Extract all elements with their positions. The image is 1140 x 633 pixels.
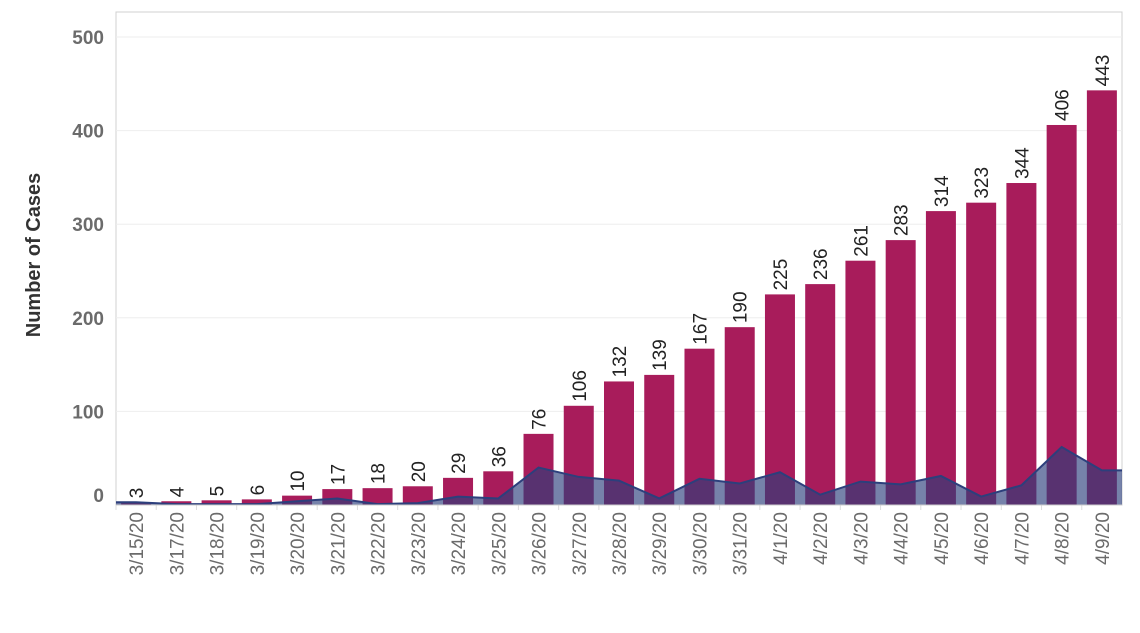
x-tick-label: 4/1/20 xyxy=(771,512,792,565)
x-tick-label: 3/30/20 xyxy=(690,512,711,575)
bar-value-label: 132 xyxy=(610,346,631,378)
x-tick-label: 3/24/20 xyxy=(449,512,470,575)
bar-value-label: 29 xyxy=(449,453,470,474)
bar xyxy=(201,500,232,505)
x-tick-label: 3/28/20 xyxy=(610,512,631,575)
x-tick-label: 3/20/20 xyxy=(288,512,309,575)
bar-value-label: 18 xyxy=(369,463,390,484)
bar xyxy=(805,284,836,505)
y-axis-label: Number of Cases xyxy=(23,173,45,338)
x-tick-label: 4/6/20 xyxy=(972,512,993,565)
x-tick-label: 4/7/20 xyxy=(1012,512,1033,565)
bar xyxy=(925,211,956,505)
bar-value-label: 236 xyxy=(811,248,832,280)
bar-value-label: 406 xyxy=(1053,89,1074,121)
x-tick-label: 3/26/20 xyxy=(530,512,551,575)
bar-value-label: 10 xyxy=(288,470,309,491)
bar xyxy=(764,294,795,505)
x-tick-label: 4/3/20 xyxy=(851,512,872,565)
x-tick-label: 4/2/20 xyxy=(811,512,832,565)
bar-value-label: 443 xyxy=(1093,55,1114,87)
y-tick-label: 300 xyxy=(72,215,104,236)
area-series-line xyxy=(116,445,1122,506)
bar-value-label: 139 xyxy=(650,339,671,371)
bar-value-label: 5 xyxy=(208,486,229,497)
bar xyxy=(1006,183,1037,506)
x-tick-label: 4/4/20 xyxy=(892,512,913,565)
bar-value-label: 4 xyxy=(167,486,188,497)
bar-value-label: 167 xyxy=(690,313,711,345)
x-tick-label: 3/15/20 xyxy=(127,512,148,575)
y-tick-label: 0 xyxy=(93,486,104,507)
bar xyxy=(402,486,433,505)
bar xyxy=(885,240,916,505)
bar-value-label: 283 xyxy=(892,204,913,236)
y-tick-label: 400 xyxy=(72,122,104,143)
x-tick-label: 3/17/20 xyxy=(167,512,188,575)
x-tick-label: 3/29/20 xyxy=(650,512,671,575)
bar xyxy=(845,260,876,505)
bar-value-label: 17 xyxy=(328,464,349,485)
bar-value-label: 36 xyxy=(489,446,510,467)
bar-value-label: 225 xyxy=(771,259,792,291)
x-tick-label: 3/19/20 xyxy=(248,512,269,575)
x-tick-label: 3/31/20 xyxy=(731,512,752,575)
bar-value-label: 344 xyxy=(1012,147,1033,179)
bar-value-label: 76 xyxy=(530,409,551,430)
x-tick-label: 3/21/20 xyxy=(328,512,349,575)
area-series xyxy=(116,447,1122,505)
y-tick-label: 500 xyxy=(72,28,104,49)
bar-value-label: 6 xyxy=(248,485,269,496)
bar-value-label: 20 xyxy=(409,461,430,482)
bar-value-label: 314 xyxy=(932,175,953,207)
x-tick-label: 3/18/20 xyxy=(208,512,229,575)
bar xyxy=(1086,90,1117,506)
bar xyxy=(966,202,997,505)
x-tick-label: 3/22/20 xyxy=(369,512,390,575)
bar-value-label: 323 xyxy=(972,167,993,199)
x-tick-label: 3/25/20 xyxy=(489,512,510,575)
bar xyxy=(644,374,675,505)
bar-value-label: 190 xyxy=(731,291,752,323)
x-tick-label: 4/8/20 xyxy=(1053,512,1074,565)
x-tick-label: 3/27/20 xyxy=(570,512,591,575)
bar xyxy=(1046,124,1077,505)
x-tick-label: 3/23/20 xyxy=(409,512,430,575)
x-tick-label: 4/5/20 xyxy=(932,512,953,565)
x-tick-label: 4/9/20 xyxy=(1093,512,1114,565)
bar xyxy=(241,499,272,505)
bar xyxy=(362,488,393,505)
y-tick-label: 200 xyxy=(72,309,104,330)
bar-value-label: 261 xyxy=(851,225,872,257)
bar-value-label: 106 xyxy=(570,370,591,402)
y-tick-label: 100 xyxy=(72,402,104,423)
bar xyxy=(724,327,755,505)
bar-value-label: 3 xyxy=(127,488,148,499)
